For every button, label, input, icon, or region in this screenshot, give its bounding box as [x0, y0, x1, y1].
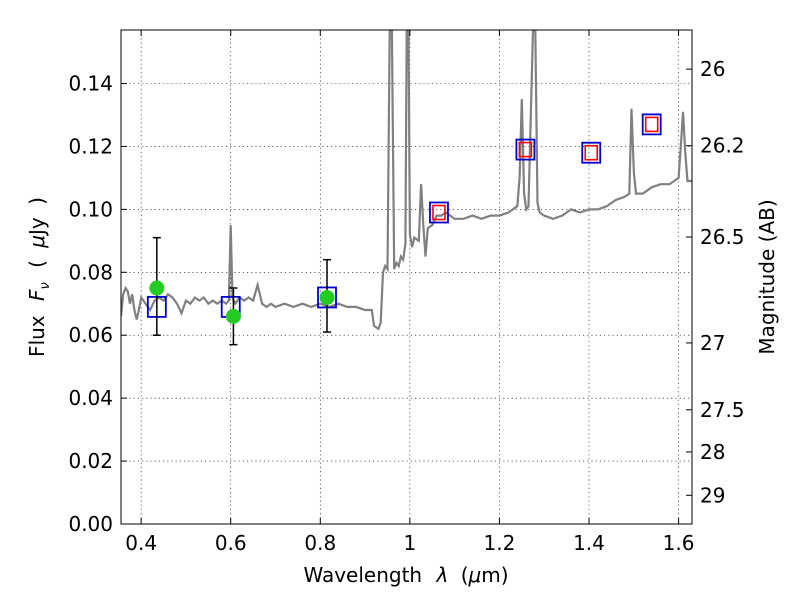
y-axis-label: Flux Fν ( μJy )	[25, 197, 54, 357]
y-axis-label-unit-close: )	[25, 197, 49, 205]
y-axis-label-symbol: F	[25, 289, 49, 301]
right-tick-label: 29	[700, 483, 725, 507]
x-axis-label-unit-mu: μ	[468, 563, 482, 587]
model-square	[581, 141, 602, 164]
x-tick-label: 0.8	[304, 531, 336, 555]
observed-photometry-series	[149, 236, 335, 346]
y-axis-label-unit-rest: Jy	[25, 217, 49, 237]
observed-point	[149, 280, 165, 296]
x-tick-label: 1.4	[573, 531, 605, 555]
x-axis-label-unit-open: (	[461, 563, 469, 587]
x-tick-label: 0.6	[215, 531, 247, 555]
right-axis-label: Magnitude (AB)	[755, 199, 779, 354]
x-axis-label-prefix: Wavelength	[303, 563, 422, 587]
model-square-inner	[432, 204, 446, 221]
x-tick-label: 1.6	[663, 531, 695, 555]
model-square-inner	[644, 116, 659, 133]
x-tick-label: 1.2	[484, 531, 516, 555]
model-square	[429, 201, 449, 224]
model-square-inner	[584, 144, 599, 161]
x-axis-label: Wavelength λ (μm)	[303, 563, 508, 587]
observed-point	[225, 308, 241, 324]
x-tick-label: 0.4	[125, 531, 157, 555]
x-axis-label-symbol: λ	[435, 563, 448, 587]
y-tick-label: 0.02	[68, 449, 113, 473]
right-tick-label: 27.5	[700, 398, 745, 422]
axis-ticks: 0.4 0.6 0.8 1 1.2 1.4 1.6 0.00 0.02 0.04 0.06 0.08 0…	[68, 30, 745, 555]
model-square-inner	[518, 141, 533, 158]
model-square	[515, 138, 536, 161]
y-tick-label: 0.08	[68, 260, 113, 284]
x-tick-label: 1	[403, 531, 416, 555]
y-tick-label: 0.04	[68, 386, 113, 410]
right-tick-label: 26.5	[700, 225, 745, 249]
right-tick-label: 28	[700, 440, 725, 464]
y-axis-label-unit-mu: μ	[25, 235, 49, 249]
y-tick-label: 0.12	[68, 134, 113, 158]
x-axis-label-unit-m: m)	[481, 563, 508, 587]
y-tick-label: 0.00	[68, 512, 113, 536]
y-axis-label-unit-open: (	[25, 260, 49, 268]
model-photometry-series	[146, 113, 662, 318]
grid	[121, 30, 692, 525]
y-axis-label-subscript: ν	[38, 282, 53, 289]
right-tick-label: 26	[700, 57, 725, 81]
model-square	[641, 113, 662, 136]
observed-point	[319, 289, 335, 305]
plot-frame	[120, 29, 693, 525]
y-axis-label-prefix: Flux	[25, 315, 49, 357]
spectrum-series	[121, 30, 692, 331]
y-tick-label: 0.06	[68, 323, 113, 347]
right-tick-label: 26.2	[700, 134, 745, 158]
y-tick-label: 0.14	[68, 71, 113, 95]
y-tick-label: 0.10	[68, 197, 113, 221]
spectrum-line	[121, 30, 692, 331]
right-tick-label: 27	[700, 331, 725, 355]
